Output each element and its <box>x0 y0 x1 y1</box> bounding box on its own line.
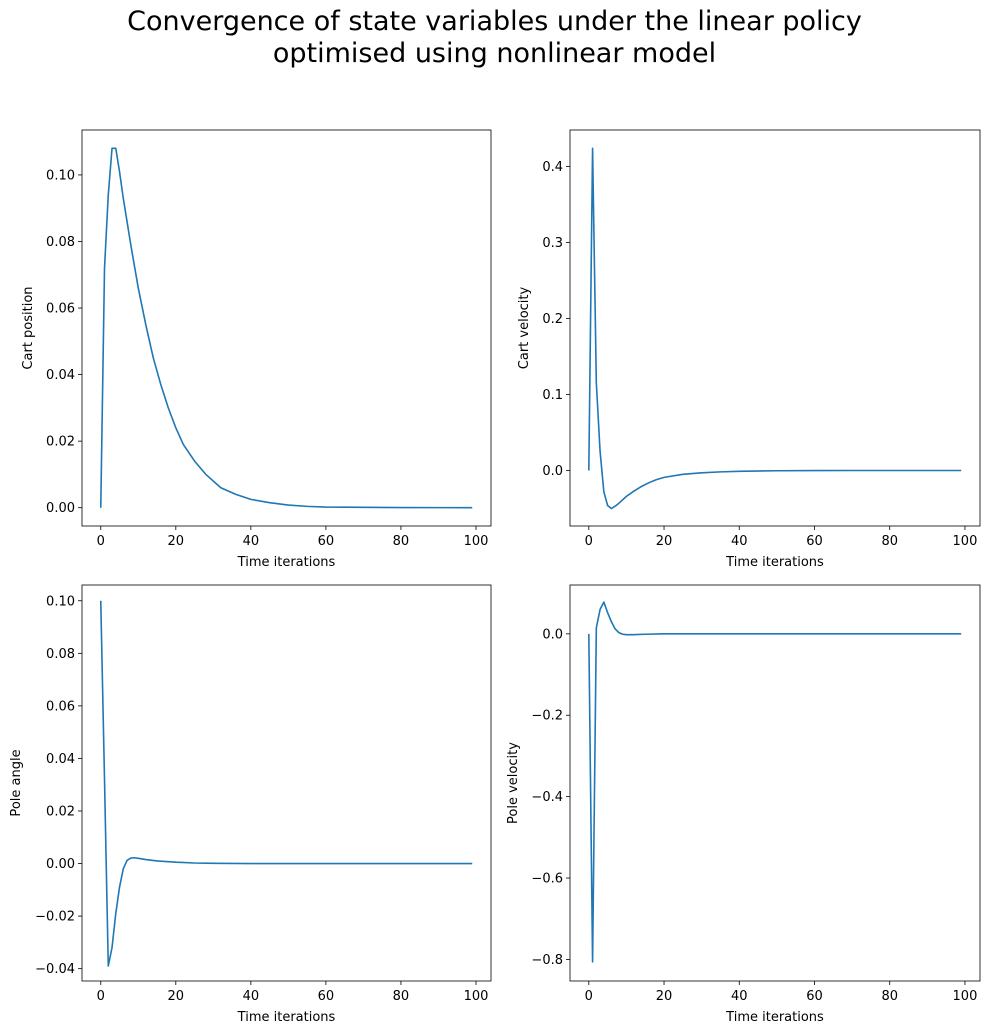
figure-title: Convergence of state variables under the… <box>0 6 989 70</box>
y-axis-label: Cart position <box>21 286 36 369</box>
x-axis-label: Time iterations <box>237 555 336 570</box>
y-tick-label: 0.4 <box>542 160 563 175</box>
x-axis-label: Time iterations <box>725 1010 824 1025</box>
x-tick-label: 80 <box>881 989 898 1004</box>
y-tick-label: 0.0 <box>542 464 563 479</box>
y-axis-label: Pole angle <box>9 749 24 816</box>
x-tick-label: 60 <box>318 989 335 1004</box>
x-tick-label: 40 <box>731 989 748 1004</box>
y-tick-label: 0.10 <box>46 594 75 609</box>
y-tick-label: −0.4 <box>531 790 563 805</box>
y-tick-label: 0.00 <box>46 501 75 516</box>
y-tick-label: −0.2 <box>531 709 563 724</box>
y-tick-label: 0.04 <box>46 368 75 383</box>
series-line <box>588 147 962 510</box>
subplot-3: 0 20 40 60 80 100 −0.04 −0.02 0.00 0.02 0.04 0.06 0.… <box>9 584 492 1025</box>
y-tick-label: 0.00 <box>46 857 75 872</box>
x-tick-label: 80 <box>393 989 410 1004</box>
y-tick-label: 0.08 <box>46 235 75 250</box>
subplot-1: 0 20 40 60 80 100 0.00 0.02 0.04 0.06 0.08 0.10 Time… <box>21 129 492 570</box>
x-tick-label: 40 <box>731 534 748 549</box>
axes-frame <box>81 129 492 527</box>
y-tick-label: 0.3 <box>542 236 563 251</box>
x-tick-label: 20 <box>168 534 185 549</box>
y-tick-label: 0.1 <box>542 388 563 403</box>
series-line <box>99 147 473 509</box>
x-tick-label: 100 <box>953 534 978 549</box>
y-tick-label: 0.0 <box>542 627 563 642</box>
y-tick-label: −0.8 <box>531 953 563 968</box>
y-axis-label: Cart velocity <box>517 286 532 369</box>
axes-frame <box>569 129 981 527</box>
y-axis-label: Pole velocity <box>506 742 521 824</box>
x-tick-label: 80 <box>881 534 898 549</box>
y-tick-label: −0.02 <box>35 910 75 925</box>
y-tick-label: −0.6 <box>531 872 563 887</box>
x-tick-label: 100 <box>464 534 489 549</box>
y-tick-label: 0.08 <box>46 647 75 662</box>
x-tick-label: 0 <box>97 534 105 549</box>
y-tick-label: 0.02 <box>46 435 75 450</box>
x-tick-label: 60 <box>318 534 335 549</box>
x-tick-label: 20 <box>656 534 673 549</box>
y-tick-label: 0.10 <box>46 168 75 183</box>
y-tick-label: 0.2 <box>542 312 563 327</box>
x-tick-label: 0 <box>585 534 593 549</box>
figure-title-line-1: Convergence of state variables under the… <box>127 6 862 37</box>
series-line <box>588 601 962 963</box>
x-tick-label: 0 <box>585 989 593 1004</box>
y-tick-label: 0.06 <box>46 302 75 317</box>
figure-title-line-2: optimised using nonlinear model <box>272 38 717 69</box>
x-tick-label: 80 <box>393 534 410 549</box>
x-tick-label: 100 <box>953 989 978 1004</box>
y-tick-label: 0.04 <box>46 752 75 767</box>
y-tick-label: −0.04 <box>35 962 75 977</box>
x-tick-label: 100 <box>464 989 489 1004</box>
x-tick-label: 60 <box>806 989 823 1004</box>
x-tick-label: 20 <box>656 989 673 1004</box>
subplot-2: 0 20 40 60 80 100 0.0 0.1 0.2 0.3 0.4 Time iteratio… <box>517 129 981 570</box>
x-tick-label: 60 <box>806 534 823 549</box>
y-tick-label: 0.02 <box>46 804 75 819</box>
x-tick-label: 20 <box>168 989 185 1004</box>
axes-frame <box>569 584 981 982</box>
axes-frame <box>81 584 492 982</box>
x-axis-label: Time iterations <box>237 1010 336 1025</box>
x-tick-label: 40 <box>243 534 260 549</box>
y-tick-label: 0.06 <box>46 699 75 714</box>
x-tick-label: 40 <box>243 989 260 1004</box>
x-axis-label: Time iterations <box>725 555 824 570</box>
series-line <box>99 600 473 967</box>
subplot-4: 0 20 40 60 80 100 −0.8 −0.6 −0.4 −0.2 0.0 Time iter… <box>506 584 981 1025</box>
x-tick-label: 0 <box>97 989 105 1004</box>
